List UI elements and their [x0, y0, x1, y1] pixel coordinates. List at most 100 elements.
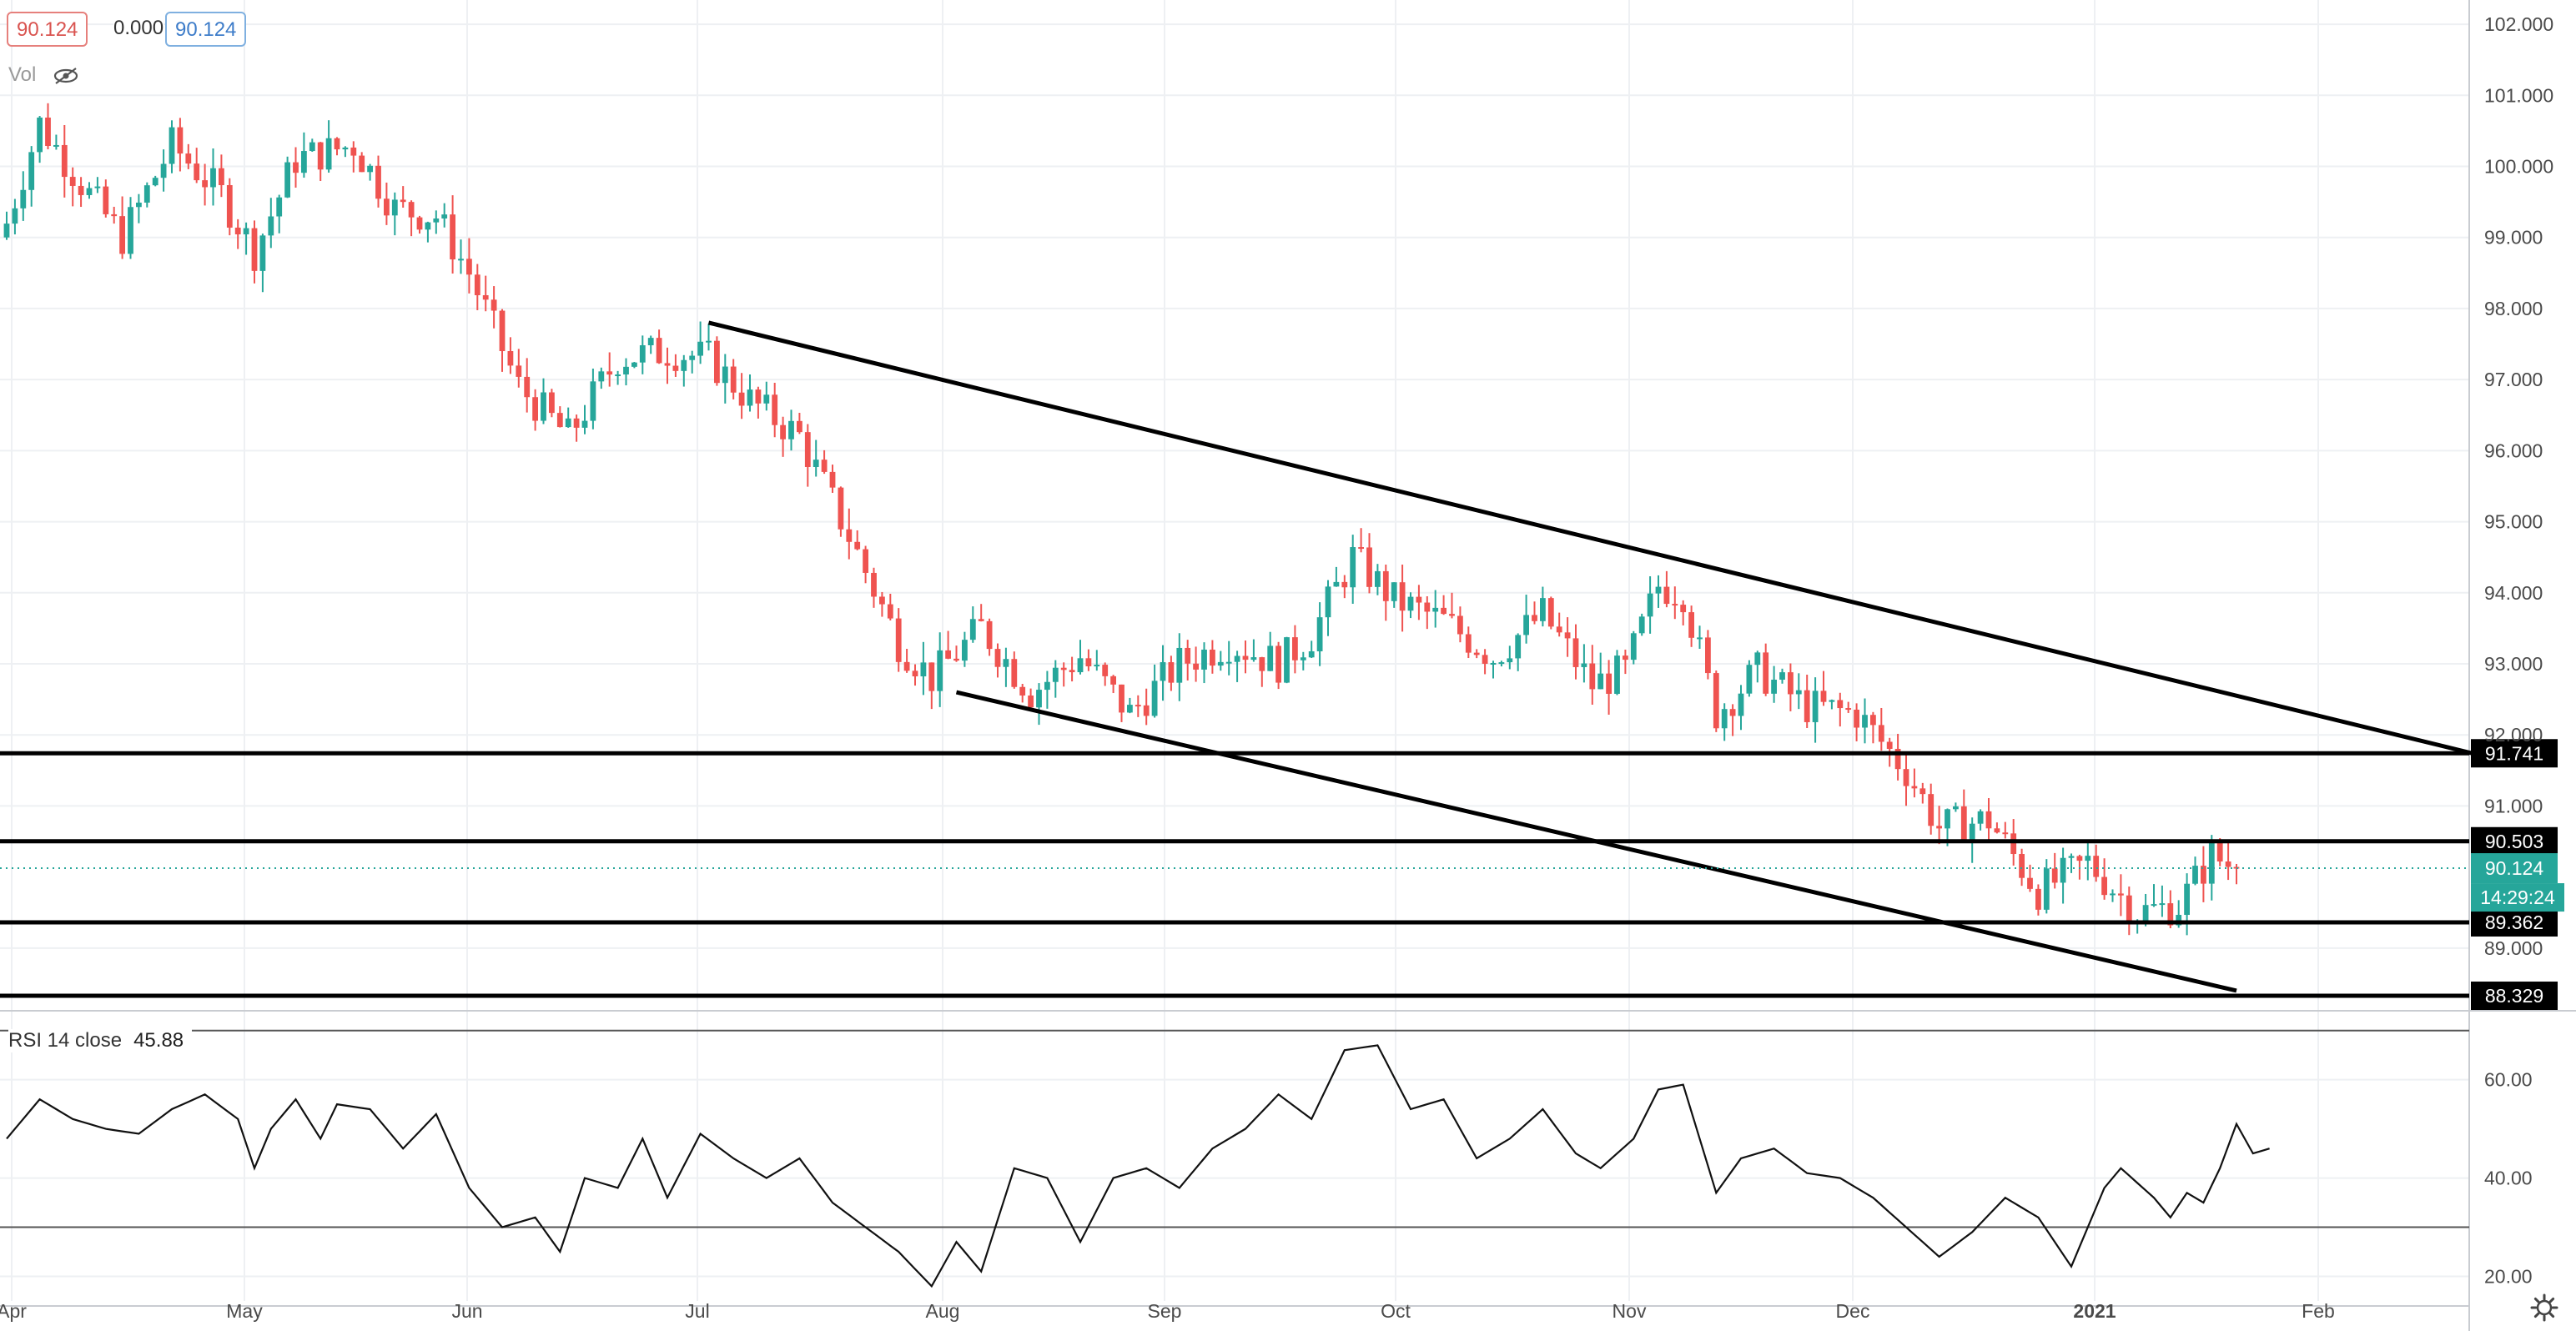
candle	[590, 369, 596, 429]
candle	[1812, 677, 1819, 743]
candle	[1292, 625, 1298, 674]
candle	[458, 239, 464, 274]
candle	[962, 631, 968, 667]
candle-body	[259, 235, 266, 271]
candle-body	[532, 397, 538, 421]
candle-body	[1407, 596, 1414, 611]
candle	[226, 178, 233, 236]
settings-gear-icon[interactable]	[2529, 1293, 2559, 1323]
candle	[1242, 640, 1249, 674]
candle	[2060, 847, 2066, 904]
candle	[763, 381, 770, 411]
candle	[1028, 688, 1034, 710]
candle-body	[1928, 794, 1935, 826]
candle	[1532, 601, 1537, 625]
candle	[1407, 592, 1414, 619]
candle-body	[615, 374, 621, 377]
candle-body	[1960, 806, 1967, 843]
candle	[103, 179, 109, 218]
candle-body	[747, 389, 753, 406]
level-label-3: 88.329	[2485, 985, 2543, 1007]
candle-body	[797, 420, 802, 433]
candle	[1729, 704, 1736, 736]
candle	[1044, 671, 1050, 709]
candle-body	[813, 460, 819, 467]
candle	[1375, 564, 1381, 595]
candle	[647, 335, 654, 354]
candle-body	[598, 371, 605, 382]
candle-body	[920, 662, 927, 677]
candle	[1077, 640, 1084, 675]
candle-body	[1804, 690, 1810, 722]
price-tick-label: 91.000	[2484, 795, 2543, 816]
candle	[1663, 570, 1670, 608]
candle-body	[1225, 661, 1232, 664]
candle-body	[1581, 663, 1587, 667]
level-label-0: 91.741	[2485, 742, 2543, 764]
candle	[37, 116, 43, 163]
candle	[920, 641, 927, 696]
candle	[937, 632, 943, 707]
candle	[1160, 645, 1166, 701]
candle-body	[1193, 663, 1199, 670]
candle	[1424, 595, 1431, 630]
candle-body	[37, 118, 43, 153]
candle	[681, 354, 687, 387]
candle-body	[1490, 662, 1497, 665]
candle-body	[1267, 645, 1274, 671]
candle-body	[1358, 547, 1364, 550]
candle-body	[1457, 615, 1463, 635]
candle-body	[1350, 547, 1356, 588]
candle	[202, 163, 208, 206]
candle	[1705, 630, 1711, 680]
candle-body	[1473, 652, 1480, 655]
candle-body	[1738, 693, 1744, 716]
rsi-legend[interactable]: RSI 14 close 45.88	[8, 1029, 193, 1052]
candle	[1754, 650, 1761, 683]
candle	[1399, 565, 1406, 632]
candle	[20, 171, 27, 221]
trendline-1	[955, 690, 2237, 993]
candle	[408, 200, 415, 237]
candle-body	[160, 163, 167, 178]
candle-body	[681, 359, 687, 371]
candle	[391, 192, 398, 236]
candle	[1119, 684, 1124, 722]
candle	[838, 486, 844, 537]
candle-body	[2085, 856, 2091, 861]
candle	[1795, 673, 1802, 710]
candle	[1630, 630, 1637, 665]
volume-label: Vol	[8, 63, 37, 86]
candle-body	[408, 202, 415, 218]
candle	[2126, 886, 2132, 936]
candle-body	[1564, 632, 1571, 639]
last-price-label: 90.124	[2485, 857, 2544, 879]
candle	[581, 404, 588, 434]
candle-body	[1077, 658, 1084, 673]
candle-body	[2167, 903, 2174, 926]
level-label-bg-3	[2471, 982, 2558, 1011]
candle-body	[466, 259, 472, 275]
candle-body	[185, 153, 192, 164]
candle-body	[78, 185, 84, 195]
time-tick-label: 2021	[2073, 1300, 2116, 1322]
candle	[1977, 809, 1984, 831]
candle	[400, 186, 406, 208]
candle	[507, 337, 514, 374]
volume-indicator-row[interactable]: Vol	[8, 63, 80, 87]
candle	[2225, 842, 2231, 881]
candle-body	[169, 127, 175, 164]
candle	[450, 195, 455, 274]
candle	[384, 182, 390, 225]
candle-body	[2019, 854, 2025, 878]
candle	[1540, 586, 1546, 627]
hide-eye-icon[interactable]	[52, 67, 80, 85]
candle	[78, 177, 84, 208]
candle-body	[1945, 809, 1950, 829]
candle	[1060, 662, 1067, 687]
last-price-label-bg	[2471, 853, 2558, 884]
candle	[2085, 840, 2091, 881]
candle	[474, 264, 480, 310]
candle-body	[953, 658, 959, 661]
